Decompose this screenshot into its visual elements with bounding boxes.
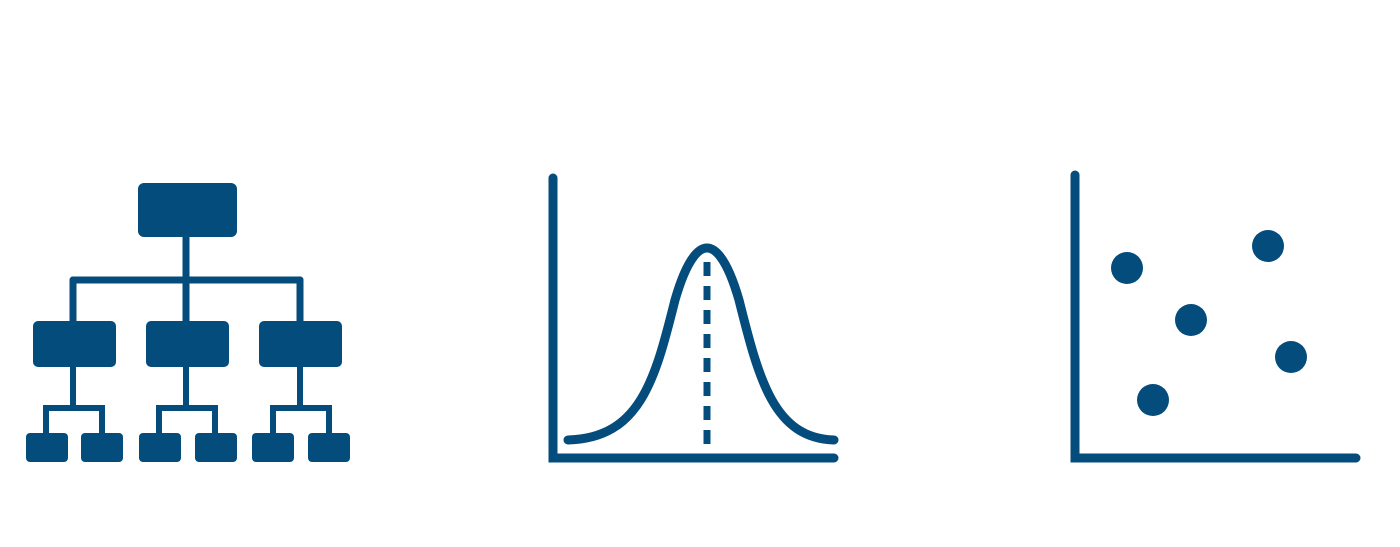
leaf-box bbox=[252, 433, 294, 462]
connectors bbox=[43, 363, 332, 437]
mid-box bbox=[33, 321, 116, 367]
leaf-box bbox=[195, 433, 237, 462]
dot bbox=[1275, 341, 1307, 373]
leaf-box bbox=[81, 433, 123, 462]
axes bbox=[548, 173, 839, 463]
axes bbox=[1070, 170, 1361, 463]
hierarchy-icon bbox=[26, 183, 350, 462]
dot bbox=[1111, 252, 1143, 284]
bell-curve-icon bbox=[548, 173, 839, 463]
mid-box bbox=[259, 321, 342, 367]
dot bbox=[1137, 384, 1169, 416]
mid-box bbox=[146, 321, 229, 367]
leaf-box bbox=[26, 433, 68, 462]
leaf-box bbox=[139, 433, 181, 462]
root-box bbox=[138, 183, 237, 237]
dot bbox=[1175, 304, 1207, 336]
dot bbox=[1252, 230, 1284, 262]
bell-curve bbox=[563, 243, 839, 445]
leaf-box bbox=[308, 433, 350, 462]
scatter-icon bbox=[1070, 170, 1361, 463]
